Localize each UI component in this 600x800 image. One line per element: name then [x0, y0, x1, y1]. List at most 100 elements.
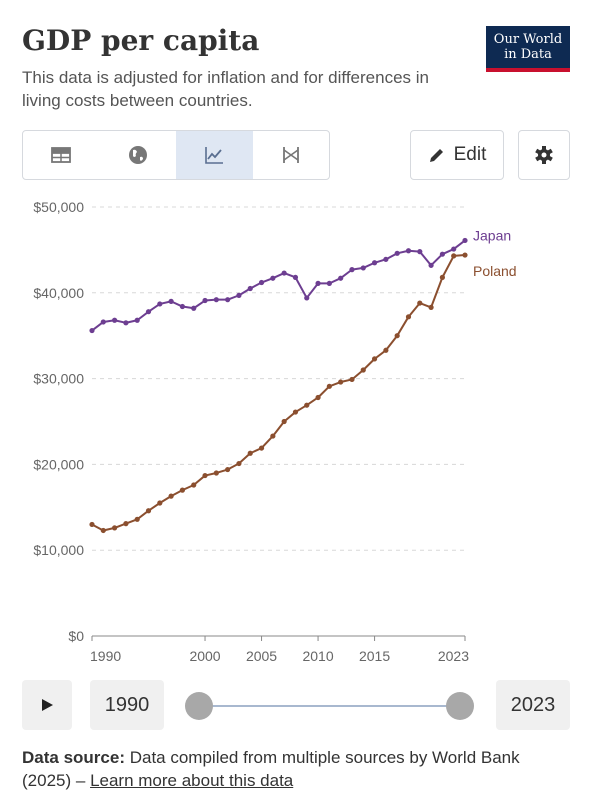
tab-line-chart[interactable] [176, 131, 253, 179]
data-point [168, 298, 174, 304]
edit-label: Edit [453, 144, 487, 165]
series-line-japan [91, 239, 466, 332]
line-chart: $0 $10,000 $20,000 $30,000 $40,000 $50,000 199… [33, 199, 517, 664]
data-point [383, 256, 389, 262]
data-point [191, 482, 197, 488]
timeline-end-year[interactable]: 2023 [496, 680, 570, 730]
table-icon [51, 147, 72, 163]
data-point [417, 300, 423, 306]
data-point [439, 274, 445, 280]
data-point [213, 470, 219, 476]
data-point [371, 260, 378, 266]
settings-button[interactable] [518, 130, 570, 180]
data-point [439, 251, 445, 257]
data-point [360, 367, 366, 373]
series-line-poland [91, 254, 466, 532]
timeline-start-year[interactable]: 1990 [90, 680, 164, 730]
source-text: Data compiled from multiple sources by W… [22, 748, 520, 790]
data-point [338, 379, 344, 385]
logo-line-2: in Data [504, 47, 552, 62]
y-tick-label: $40,000 [33, 285, 84, 301]
data-point [292, 409, 299, 415]
x-tick-label: 2015 [359, 648, 390, 664]
data-point [326, 280, 332, 286]
data-point [123, 320, 129, 326]
data-point [451, 253, 457, 259]
data-point [191, 305, 197, 311]
data-point [225, 297, 231, 303]
timeline-track[interactable] [198, 705, 460, 707]
data-point [349, 267, 355, 273]
data-point [179, 303, 186, 310]
x-tick-label: 2000 [189, 648, 220, 664]
data-point [451, 246, 457, 252]
data-point [134, 317, 140, 323]
data-point [89, 521, 95, 528]
series-label-japan: Japan [473, 227, 511, 243]
data-point [405, 314, 412, 320]
edit-button[interactable]: Edit [410, 130, 504, 180]
logo-line-1: Our World [493, 32, 563, 47]
timeline-start-handle[interactable] [185, 692, 213, 720]
data-point [100, 527, 106, 534]
line-chart-icon [205, 147, 224, 164]
series-label-poland: Poland [473, 263, 517, 279]
data-point [179, 487, 186, 493]
data-point [258, 445, 265, 451]
data-point [157, 500, 163, 506]
tab-table[interactable] [23, 131, 100, 179]
data-point [360, 265, 366, 271]
data-point [89, 327, 95, 334]
data-point [247, 450, 253, 456]
data-point [292, 274, 299, 280]
data-point [315, 280, 321, 286]
data-point [112, 525, 118, 531]
chart-subtitle: This data is adjusted for inflation and … [22, 68, 429, 110]
data-point [145, 508, 152, 514]
data-point [100, 319, 106, 325]
data-point [428, 262, 434, 268]
data-source-footer: Data source: Data compiled from multiple… [22, 746, 572, 792]
x-tick-label: 2005 [246, 648, 277, 664]
owid-logo[interactable]: Our World in Data [486, 26, 570, 72]
data-point [270, 433, 276, 439]
chart-title: GDP per capita [22, 24, 260, 57]
y-tick-label: $50,000 [33, 199, 84, 215]
y-tick-label: $20,000 [33, 456, 84, 472]
data-point [236, 460, 242, 467]
timeline-end-handle[interactable] [446, 692, 474, 720]
data-point [462, 237, 468, 244]
data-point [304, 295, 310, 301]
data-point [383, 347, 389, 353]
data-point [349, 376, 355, 383]
view-tabs [22, 130, 330, 180]
slope-chart-icon [282, 147, 299, 163]
y-tick-label: $10,000 [33, 542, 84, 558]
y-tick-label: $30,000 [33, 371, 84, 387]
tab-map[interactable] [100, 131, 177, 179]
data-point [270, 275, 276, 281]
data-point [247, 285, 253, 292]
data-point [145, 309, 152, 315]
x-tick-label: 1990 [90, 648, 121, 664]
data-point [394, 333, 400, 339]
play-button[interactable] [22, 680, 72, 730]
learn-more-link[interactable]: Learn more about this data [90, 771, 294, 790]
data-point [371, 356, 378, 362]
data-point [462, 252, 468, 258]
data-point [405, 248, 412, 254]
gear-icon [535, 146, 553, 164]
data-point [202, 472, 208, 479]
data-point [338, 275, 344, 281]
data-point [202, 297, 208, 304]
data-point [213, 297, 219, 303]
data-point [428, 304, 434, 310]
globe-icon [128, 146, 147, 164]
tab-slope-chart[interactable] [253, 131, 330, 179]
data-point [236, 292, 242, 298]
data-point [417, 249, 423, 255]
data-point [123, 521, 129, 527]
data-point [394, 250, 400, 256]
y-tick-label: $0 [68, 628, 84, 644]
play-icon [42, 699, 53, 711]
